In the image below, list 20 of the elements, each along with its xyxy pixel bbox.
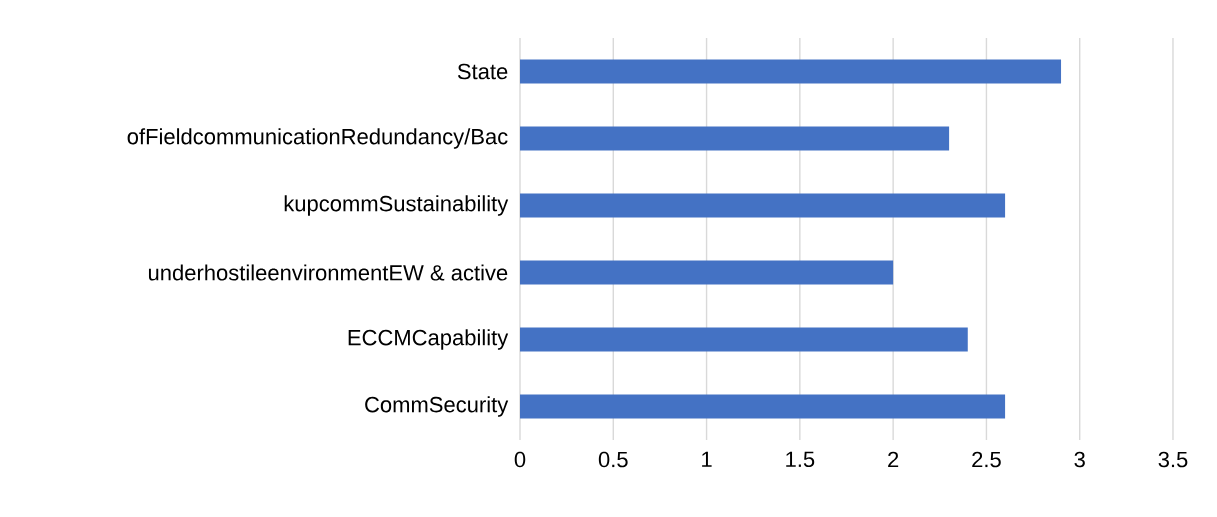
y-tick-label: CommSecurity — [365, 396, 509, 417]
bar — [520, 193, 1006, 218]
bar — [520, 126, 950, 151]
x-tick-label: 2 — [888, 451, 899, 468]
x-tick-label: 1 — [702, 451, 712, 467]
x-tick-label: 3 — [1074, 451, 1085, 468]
x-tick-label: 0.5 — [598, 451, 628, 468]
x-tick-label: 1.5 — [786, 451, 815, 468]
y-tick-label: underhostileenvironmentEW & active — [148, 264, 508, 281]
x-tick-label: 0 — [514, 451, 526, 468]
y-tick-label: State — [457, 63, 508, 80]
bar — [520, 260, 894, 285]
y-tick-label: ofFieldcommunicationRedundancy/Bac — [127, 128, 508, 149]
bar — [520, 394, 1006, 419]
y-tick-label: ECCMCapability — [348, 329, 509, 350]
y-tick-label: kupcommSustainability — [284, 195, 509, 216]
x-tick-label: 2.5 — [972, 451, 1001, 468]
bar — [520, 327, 968, 352]
bar — [520, 59, 1062, 84]
x-tick-label: 3.5 — [1158, 451, 1188, 468]
